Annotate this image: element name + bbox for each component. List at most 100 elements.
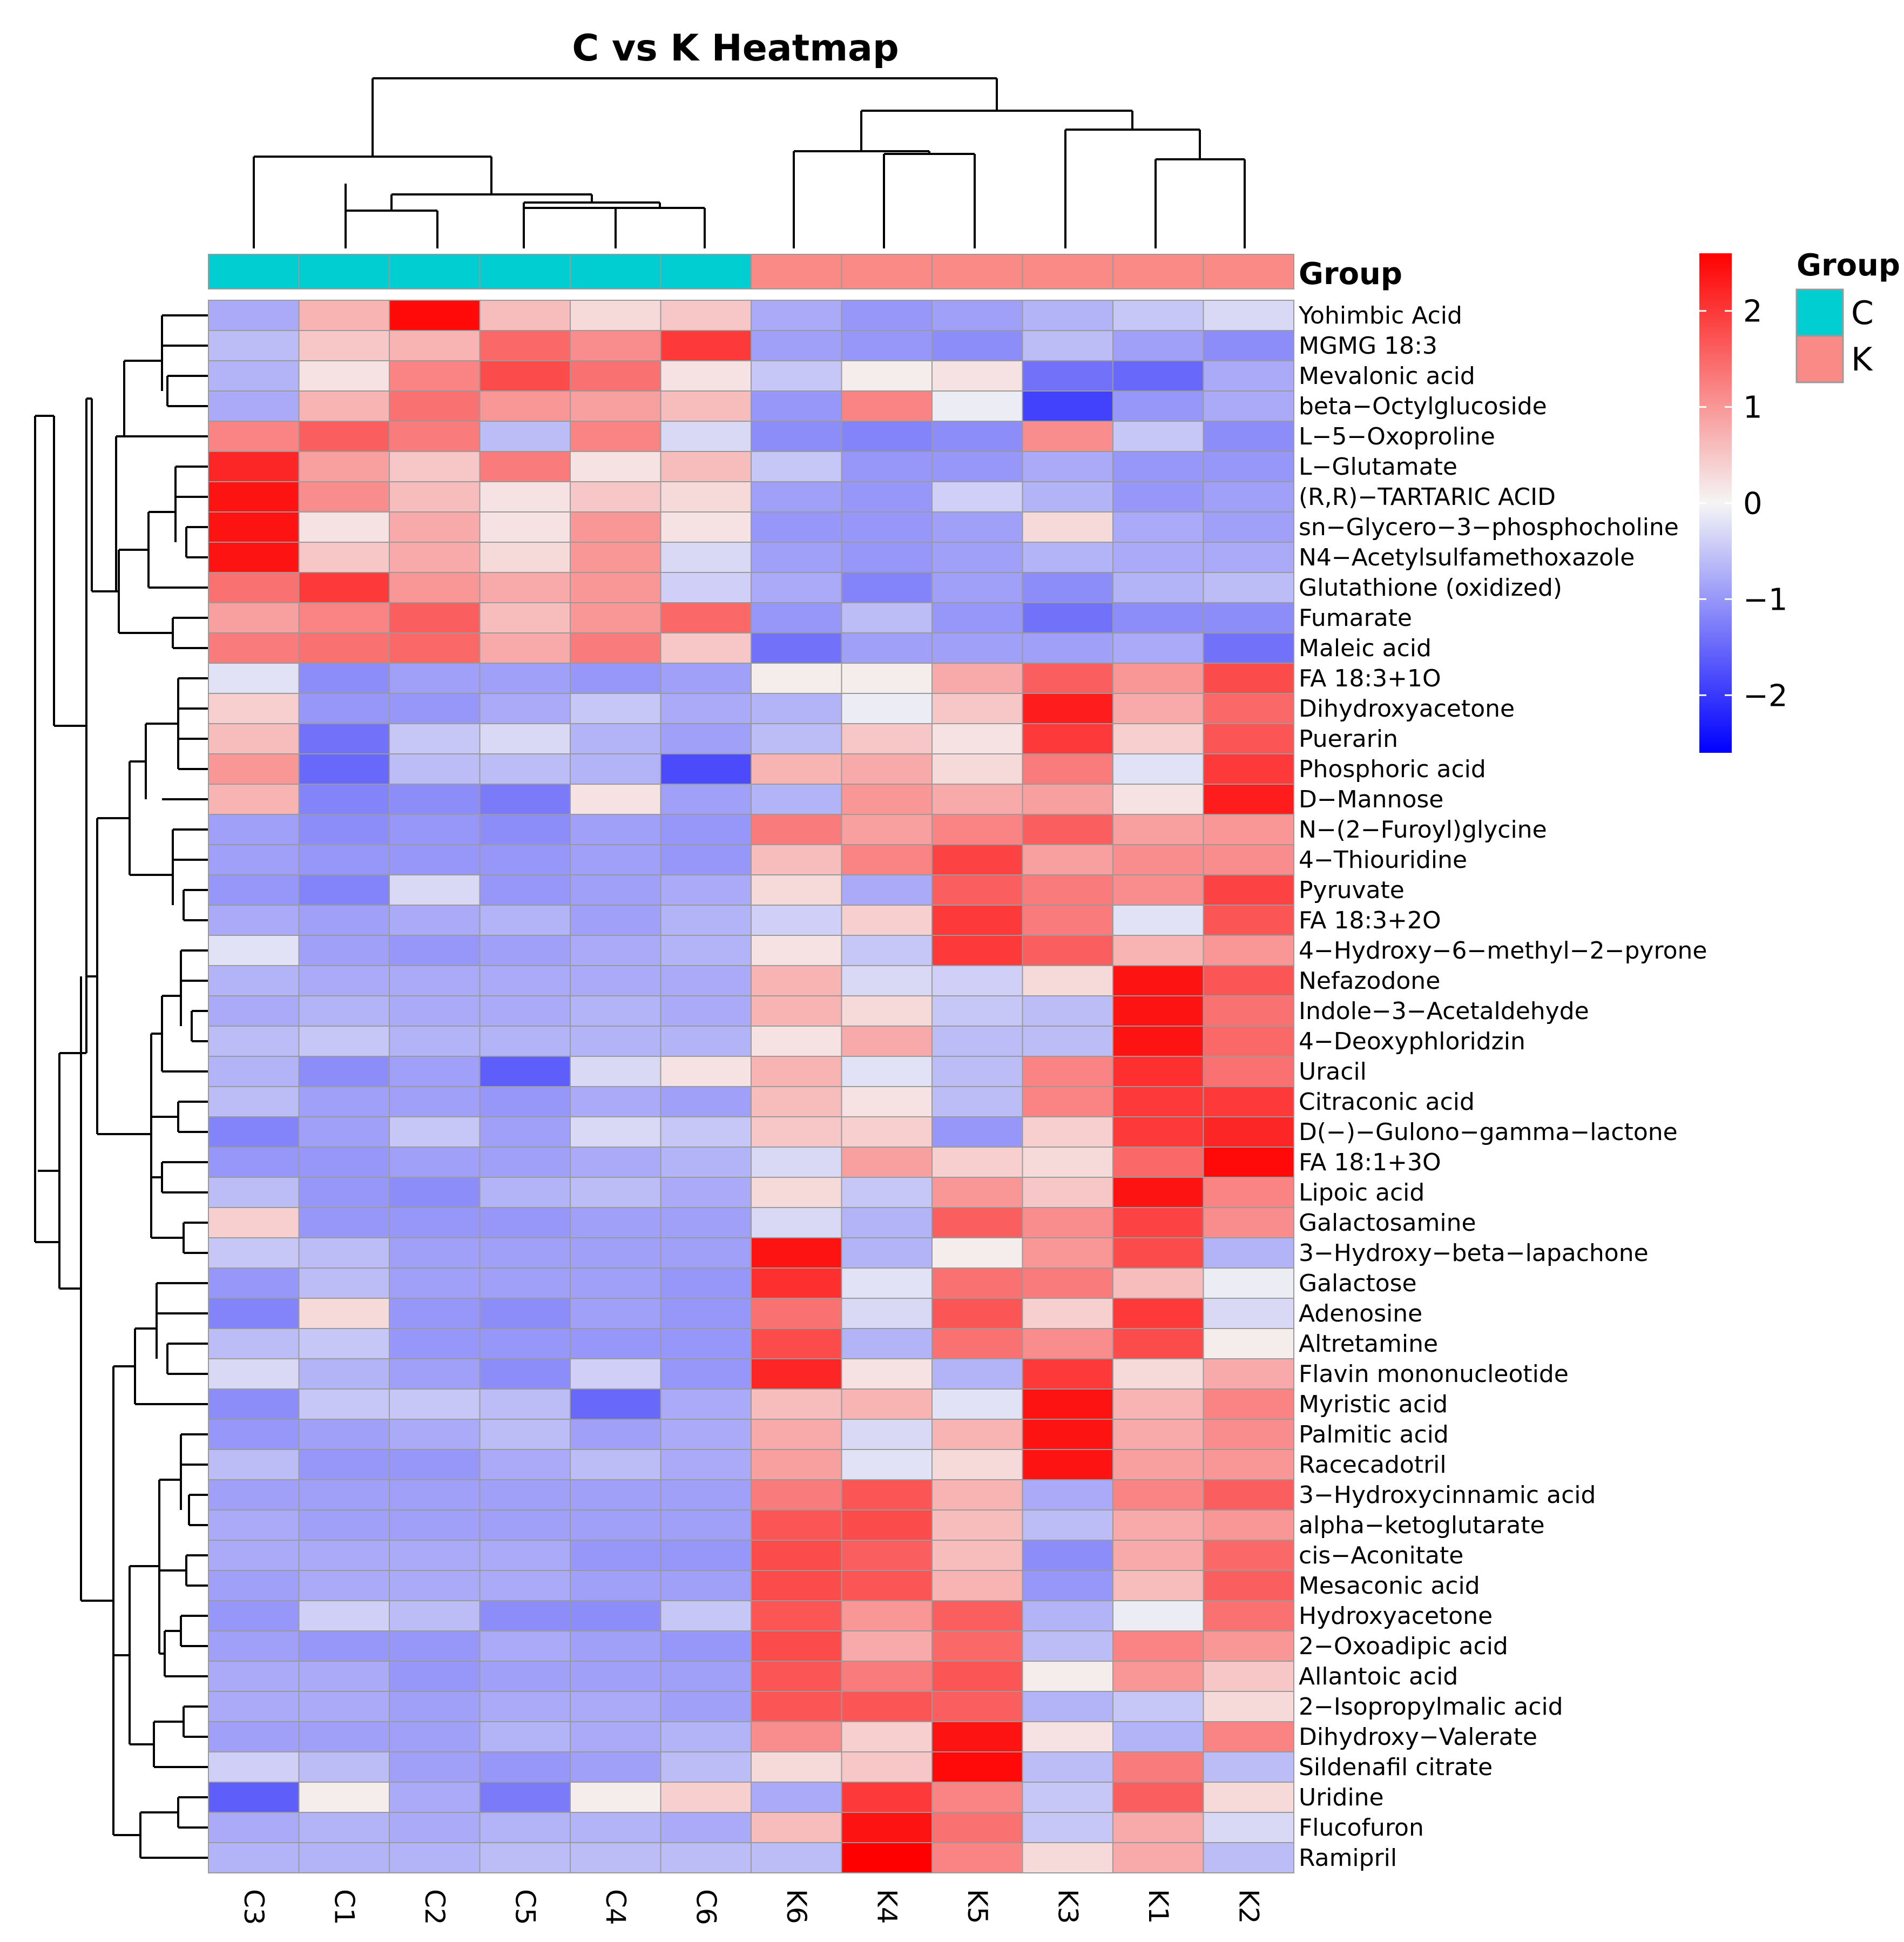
column-label: K3	[1052, 1889, 1083, 1924]
heatmap-cell	[389, 1691, 481, 1722]
heatmap-cell	[751, 1600, 842, 1631]
heatmap-cell	[1112, 1600, 1204, 1631]
heatmap-cell	[208, 784, 300, 815]
heatmap-cell	[841, 1509, 933, 1541]
heatmap-cell	[1022, 1661, 1113, 1692]
row-label: Phosphoric acid	[1299, 756, 1486, 783]
heatmap-cell	[570, 330, 661, 361]
column-label: C3	[238, 1889, 269, 1925]
heatmap-cell	[751, 1358, 842, 1390]
heatmap-cell	[298, 511, 390, 543]
heatmap-cell	[751, 1328, 842, 1359]
heatmap-cell	[660, 1328, 752, 1359]
heatmap-cell	[660, 1026, 752, 1057]
heatmap-cell	[660, 300, 752, 331]
heatmap-cell	[841, 390, 933, 422]
row-label: Uridine	[1299, 1784, 1384, 1811]
heatmap-cell	[479, 693, 571, 724]
heatmap-cell	[1022, 1147, 1113, 1178]
heatmap-cell	[1022, 935, 1113, 966]
heatmap-cell	[389, 1751, 481, 1783]
row-dendrogram	[34, 314, 208, 1859]
heatmap-cell	[389, 1600, 481, 1631]
row-label: Lipoic acid	[1299, 1179, 1424, 1206]
heatmap-cell	[479, 1237, 571, 1269]
heatmap-cell	[479, 965, 571, 996]
heatmap-cell	[389, 1419, 481, 1450]
heatmap-cell	[1112, 1449, 1204, 1480]
heatmap-cell	[479, 1147, 571, 1178]
heatmap-cell	[1022, 965, 1113, 996]
column-label: K5	[962, 1889, 993, 1924]
row-label: Racecadotril	[1299, 1451, 1447, 1479]
heatmap-cell	[1112, 874, 1204, 906]
heatmap-cell	[931, 1358, 1023, 1390]
heatmap-cell	[751, 1691, 842, 1722]
heatmap-cell	[208, 1751, 300, 1783]
heatmap-cell	[298, 1328, 390, 1359]
row-label: MGMG 18:3	[1299, 332, 1437, 360]
heatmap-cell	[298, 995, 390, 1027]
heatmap-cell	[389, 602, 481, 633]
heatmap-cell	[1203, 421, 1294, 452]
heatmap-cell	[660, 1298, 752, 1329]
heatmap-cell	[841, 572, 933, 603]
heatmap-cell	[479, 632, 571, 664]
heatmap-cell	[1022, 1388, 1113, 1420]
heatmap-cell	[479, 1267, 571, 1299]
heatmap-cell	[931, 632, 1023, 664]
heatmap-cell	[479, 1177, 571, 1208]
column-labels: C3 C1 C2 C5 C4 C6 K6 K4 K5 K3 K1 K2	[238, 1889, 1265, 1925]
heatmap-cell	[931, 1116, 1023, 1148]
heatmap-cell	[660, 1419, 752, 1450]
heatmap-cell	[1022, 1237, 1113, 1269]
heatmap-cell	[931, 602, 1023, 633]
heatmap-cell	[1203, 542, 1294, 573]
heatmap-cell	[389, 390, 481, 422]
heatmap-cell	[298, 1086, 390, 1117]
heatmap-cell	[298, 1207, 390, 1238]
heatmap-cell	[931, 1388, 1023, 1420]
heatmap-cell	[389, 1056, 481, 1087]
heatmap-cell	[298, 1842, 390, 1873]
heatmap-cell	[389, 1570, 481, 1601]
colorbar-tick-label: 2	[1743, 294, 1763, 329]
heatmap-cell	[389, 1630, 481, 1662]
chart-title: C vs K Heatmap	[572, 27, 899, 70]
heatmap-cell	[660, 390, 752, 422]
heatmap-cell	[570, 1207, 661, 1238]
heatmap-cell	[208, 1600, 300, 1631]
row-label: Yohimbic Acid	[1298, 302, 1462, 329]
heatmap-cell	[931, 572, 1023, 603]
heatmap-cell	[298, 723, 390, 754]
row-label: (R,R)−TARTARIC ACID	[1299, 483, 1556, 511]
heatmap-cell	[660, 693, 752, 724]
heatmap-cell	[570, 390, 661, 422]
row-label: Fumarate	[1299, 604, 1412, 632]
heatmap-cell	[751, 1479, 842, 1511]
heatmap-cell	[1022, 1419, 1113, 1450]
heatmap-cell	[841, 1842, 933, 1873]
heatmap-cell	[1112, 300, 1204, 331]
group-annotation-cell	[660, 254, 752, 289]
heatmap-cell	[1112, 1479, 1204, 1511]
heatmap-cell	[931, 1419, 1023, 1450]
heatmap-cell	[389, 905, 481, 936]
heatmap-cell	[1022, 905, 1113, 936]
heatmap-cell	[570, 1630, 661, 1662]
heatmap-cell	[570, 1479, 661, 1511]
heatmap-cell	[298, 1630, 390, 1662]
heatmap-cell	[841, 1600, 933, 1631]
row-label: 4−Thiouridine	[1299, 846, 1467, 874]
heatmap-cell	[1203, 1600, 1294, 1631]
heatmap-cell	[1203, 1842, 1294, 1873]
heatmap-cell	[660, 844, 752, 875]
heatmap-cell	[1022, 1721, 1113, 1752]
heatmap-cell	[389, 1267, 481, 1299]
heatmap-cell	[660, 1600, 752, 1631]
heatmap-cell	[1203, 1237, 1294, 1269]
heatmap-cell	[389, 360, 481, 392]
column-label: K1	[1143, 1889, 1174, 1924]
heatmap-cell	[570, 1267, 661, 1299]
heatmap-cell	[298, 935, 390, 966]
